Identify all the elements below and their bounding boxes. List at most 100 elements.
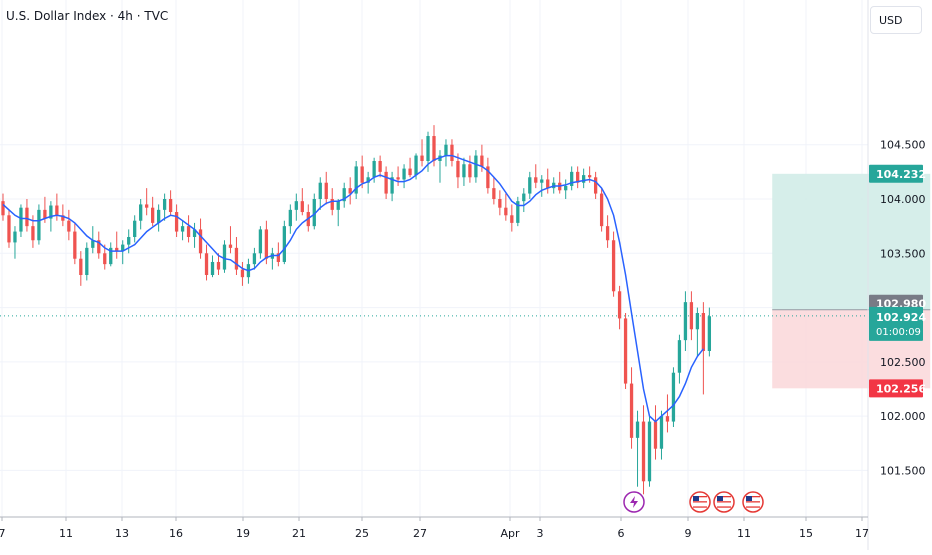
candle-body xyxy=(103,253,107,265)
flag-stripe xyxy=(693,506,707,508)
candle xyxy=(504,193,508,221)
candle xyxy=(599,188,604,232)
candle xyxy=(37,204,41,245)
candle xyxy=(641,405,646,495)
us-flag-icon[interactable] xyxy=(689,491,711,513)
candle xyxy=(384,166,388,199)
candle-body xyxy=(55,205,59,216)
candle-body xyxy=(516,201,520,223)
candle xyxy=(336,199,340,227)
flag-stripe xyxy=(717,498,731,500)
candle xyxy=(109,242,113,267)
x-tick-label: 16 xyxy=(169,527,183,540)
x-tick-label: 9 xyxy=(685,527,692,540)
profit-zone xyxy=(772,173,931,310)
candle xyxy=(360,155,364,189)
candle xyxy=(139,199,143,230)
candle xyxy=(258,226,263,259)
candle-body xyxy=(432,136,436,161)
candle xyxy=(97,231,101,259)
candle-body xyxy=(67,220,71,232)
candle xyxy=(444,139,448,167)
candle-body xyxy=(115,247,119,252)
time-axis[interactable]: 7 11 13 16 19 21 25 27 Apr 3 6 9 11 15 17 xyxy=(0,516,869,540)
candle-body xyxy=(462,164,466,178)
flag-stripe xyxy=(717,506,731,508)
target-price-tag: 104.232 xyxy=(876,168,926,181)
candle-body xyxy=(474,155,478,178)
candle-body xyxy=(168,199,173,213)
candle-body xyxy=(402,168,406,180)
flag-canton xyxy=(693,496,699,501)
last-price-tag: 102.924 xyxy=(876,311,926,324)
candle xyxy=(558,171,562,194)
candle-body xyxy=(348,188,352,194)
candle-body xyxy=(79,258,83,275)
candle xyxy=(186,215,191,243)
x-tick-label: 6 xyxy=(618,527,625,540)
candle xyxy=(67,209,71,241)
us-flag-icon[interactable] xyxy=(742,491,764,513)
candle xyxy=(378,155,382,178)
x-tick-label: Apr xyxy=(500,527,520,540)
candle-body xyxy=(228,244,233,248)
candle-body xyxy=(336,201,340,210)
candle xyxy=(438,150,442,183)
candle-body xyxy=(180,226,185,232)
flag-stripe xyxy=(746,503,760,506)
flag-stripe xyxy=(693,501,707,503)
candle xyxy=(192,222,197,248)
candle-body xyxy=(408,168,412,176)
event-markers[interactable] xyxy=(623,491,764,513)
candle xyxy=(564,179,568,199)
candle xyxy=(234,237,239,275)
us-flag-icon[interactable] xyxy=(713,491,735,513)
flag-stripe xyxy=(717,503,731,506)
candle-body xyxy=(420,155,424,161)
candle-body xyxy=(1,201,5,216)
candle xyxy=(300,188,304,216)
candle xyxy=(228,226,233,254)
y-tick-label: 104.000 xyxy=(880,193,926,206)
candle xyxy=(689,291,694,341)
countdown-label: 01:00:09 xyxy=(876,327,921,338)
candle-body xyxy=(204,253,209,275)
candle-body xyxy=(540,179,544,183)
candle-body xyxy=(396,177,400,180)
candle xyxy=(611,231,616,297)
candle-body xyxy=(689,302,694,330)
candle-body xyxy=(677,340,682,373)
candle xyxy=(127,229,131,254)
candle xyxy=(629,367,634,449)
price-axis[interactable]: 104.500 104.000 103.500 102.500 102.000 101.5… xyxy=(867,0,926,550)
candle xyxy=(145,188,149,216)
candle-body xyxy=(85,247,89,275)
candle xyxy=(570,166,574,191)
candle-body xyxy=(222,244,227,270)
flag-stripe xyxy=(746,501,760,503)
candle-body xyxy=(162,199,167,210)
candle-body xyxy=(480,155,484,167)
candle xyxy=(486,157,490,194)
candle xyxy=(103,244,107,270)
x-tick-label: 27 xyxy=(413,527,427,540)
candle xyxy=(402,164,406,189)
candle xyxy=(372,157,376,183)
candle xyxy=(151,196,155,227)
candle-body xyxy=(617,291,622,319)
candle-body xyxy=(97,240,101,254)
currency-button[interactable]: USD xyxy=(870,6,922,34)
candle xyxy=(659,410,664,460)
lightning-event-icon[interactable] xyxy=(623,491,645,513)
candle-body xyxy=(13,231,17,243)
candle xyxy=(647,416,652,487)
candle-body xyxy=(671,372,676,422)
candle-body xyxy=(653,421,658,449)
candle xyxy=(282,220,286,265)
candle-body xyxy=(234,247,239,270)
candle-body xyxy=(25,207,29,227)
candle xyxy=(252,247,257,270)
